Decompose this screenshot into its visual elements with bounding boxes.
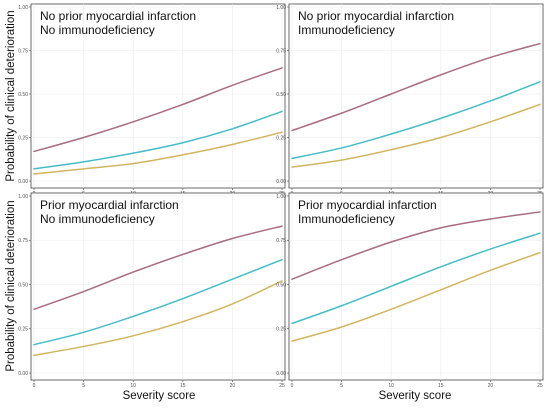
panel-title-line: Prior myocardial infarction: [298, 198, 437, 212]
panel-title-line: Immunodeficiency: [298, 212, 395, 226]
panels: 0.00 0.25 0.50 0.75 1.00 0 5 10 15 20 25 No prior m…: [18, 3, 544, 389]
panel-bottom-right: 0.00 0.25 0.50 0.75 1.00 0 5 10 15 20 25 Prior myoc…: [276, 192, 544, 389]
series-line-3: [33, 280, 283, 357]
x-tick-label: 5: [82, 383, 85, 389]
y-tick-label: 0.50: [18, 92, 28, 98]
y-tick-label: 0.50: [18, 282, 28, 288]
y-tick-label: 0.00: [276, 371, 286, 377]
y-axis-label-top: Probability of clinical deterioration: [5, 10, 17, 181]
series-line-2: [33, 110, 283, 170]
panel-frame: [288, 192, 544, 381]
series-line-3: [291, 103, 541, 168]
panel-frame: [288, 3, 544, 189]
panel-bottom-left: 0.00 0.25 0.50 0.75 1.00 0 5 10 15 20 25 Prior myoc…: [18, 192, 286, 389]
y-tick-label: 1.00: [18, 194, 28, 200]
y-tick-label: 0.50: [276, 92, 286, 98]
x-tick-label: 25: [537, 383, 543, 389]
y-tick-label: 0.25: [276, 327, 286, 333]
y-tick-label: 0.25: [18, 135, 28, 141]
series-line-2: [291, 81, 541, 160]
panel-title-line: No prior myocardial infarction: [40, 9, 196, 23]
x-tick-label: 15: [180, 383, 186, 389]
y-tick-label: 0.75: [276, 238, 286, 244]
x-tick-label: 5: [340, 383, 343, 389]
y-axis-label-bottom: Probability of clinical deterioration: [5, 200, 17, 371]
series-line-1: [33, 225, 283, 311]
y-tick-label: 0.25: [18, 327, 28, 333]
series-line-1: [291, 42, 541, 132]
panel-title-line: Immunodeficiency: [298, 23, 395, 37]
series-line-3: [291, 251, 541, 342]
y-tick-label: 0.75: [18, 48, 28, 54]
x-axis-label-right: Severity score: [379, 390, 452, 402]
series-line-2: [33, 258, 283, 346]
y-tick-label: 0.75: [18, 238, 28, 244]
y-tick-label: 1.00: [18, 5, 28, 11]
x-tick-label: 0: [291, 383, 294, 389]
x-tick-label: 15: [438, 383, 444, 389]
series-line-1: [291, 211, 541, 280]
y-tick-label: 0.25: [276, 135, 286, 141]
panel-frame: [30, 3, 286, 189]
x-tick-label: 10: [388, 383, 394, 389]
y-tick-label: 1.00: [276, 194, 286, 200]
series-line-1: [33, 67, 283, 153]
x-tick-label: 10: [130, 383, 136, 389]
y-tick-label: 0.50: [276, 282, 286, 288]
panel-title-line: No immunodeficiency: [40, 23, 155, 37]
y-tick-label: 0.00: [276, 179, 286, 185]
x-axis-label-left: Severity score: [123, 390, 196, 402]
y-tick-label: 0.00: [18, 179, 28, 185]
x-tick-label: 25: [279, 383, 285, 389]
panel-top-right: 0.000.250.500.751.000510152025No prior m…: [276, 3, 544, 197]
panel-top-left: 0.000.250.500.751.000510152025No prior m…: [18, 3, 286, 197]
y-tick-label: 0.75: [276, 48, 286, 54]
y-tick-label: 1.00: [276, 5, 286, 11]
series-line-2: [291, 232, 541, 325]
y-tick-label: 0.00: [18, 371, 28, 377]
x-tick-label: 20: [488, 383, 494, 389]
x-tick-label: 0: [33, 383, 36, 389]
x-tick-label: 20: [230, 383, 236, 389]
panel-title-line: No immunodeficiency: [40, 212, 155, 226]
panel-title-line: No prior myocardial infarction: [298, 9, 454, 23]
panel-title-line: Prior myocardial infarction: [40, 198, 179, 212]
series-line-3: [33, 131, 283, 175]
